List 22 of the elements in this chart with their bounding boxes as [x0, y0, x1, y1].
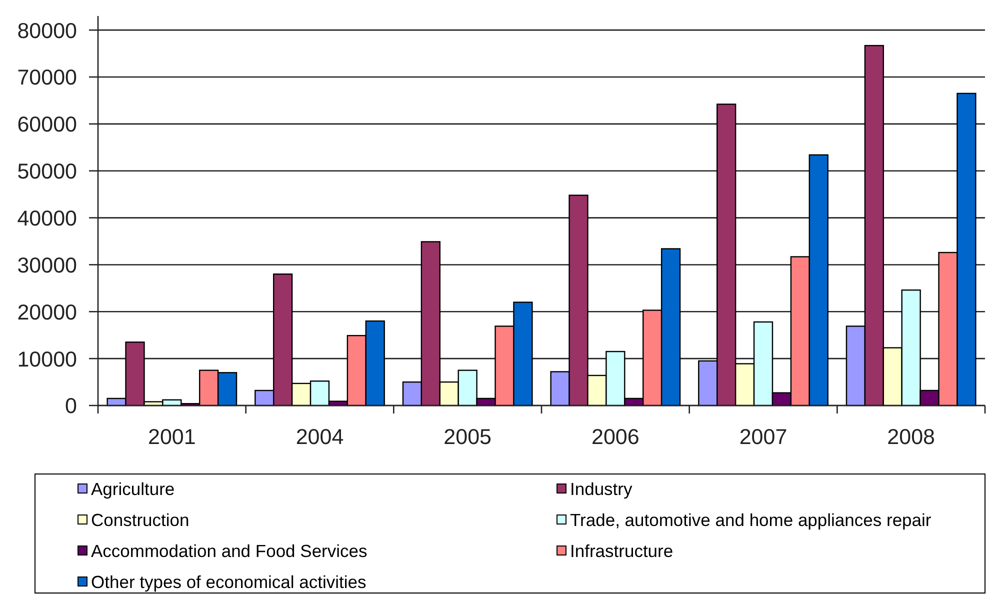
y-tick-label: 10000 — [17, 347, 78, 372]
y-tick-label: 40000 — [17, 206, 78, 231]
y-tick-label: 70000 — [17, 66, 78, 90]
x-tick-label: 2004 — [296, 425, 344, 449]
legend-label: Trade, automotive and home appliances repair — [570, 510, 932, 530]
legend-label: Construction — [91, 510, 190, 530]
legend-label: Other types of economical activities — [91, 572, 367, 592]
y-tick-label: 0 — [65, 394, 78, 418]
x-tick-label: 2001 — [148, 425, 196, 449]
x-tick-label: 2007 — [739, 425, 788, 449]
y-tick-label: 50000 — [17, 160, 78, 184]
legend-label: Infrastructure — [570, 541, 674, 561]
y-tick-label: 80000 — [17, 18, 78, 43]
x-tick-label: 2005 — [444, 425, 492, 449]
y-tick-label: 60000 — [17, 112, 78, 137]
y-tick-label: 30000 — [17, 253, 78, 278]
legend-label: Accommodation and Food Services — [91, 541, 368, 561]
x-tick-label: 2006 — [591, 425, 640, 449]
x-tick-label: 2008 — [887, 425, 936, 449]
legend-label: Agriculture — [91, 479, 175, 499]
legend-label: Industry — [570, 479, 632, 499]
y-tick-label: 20000 — [17, 300, 78, 324]
